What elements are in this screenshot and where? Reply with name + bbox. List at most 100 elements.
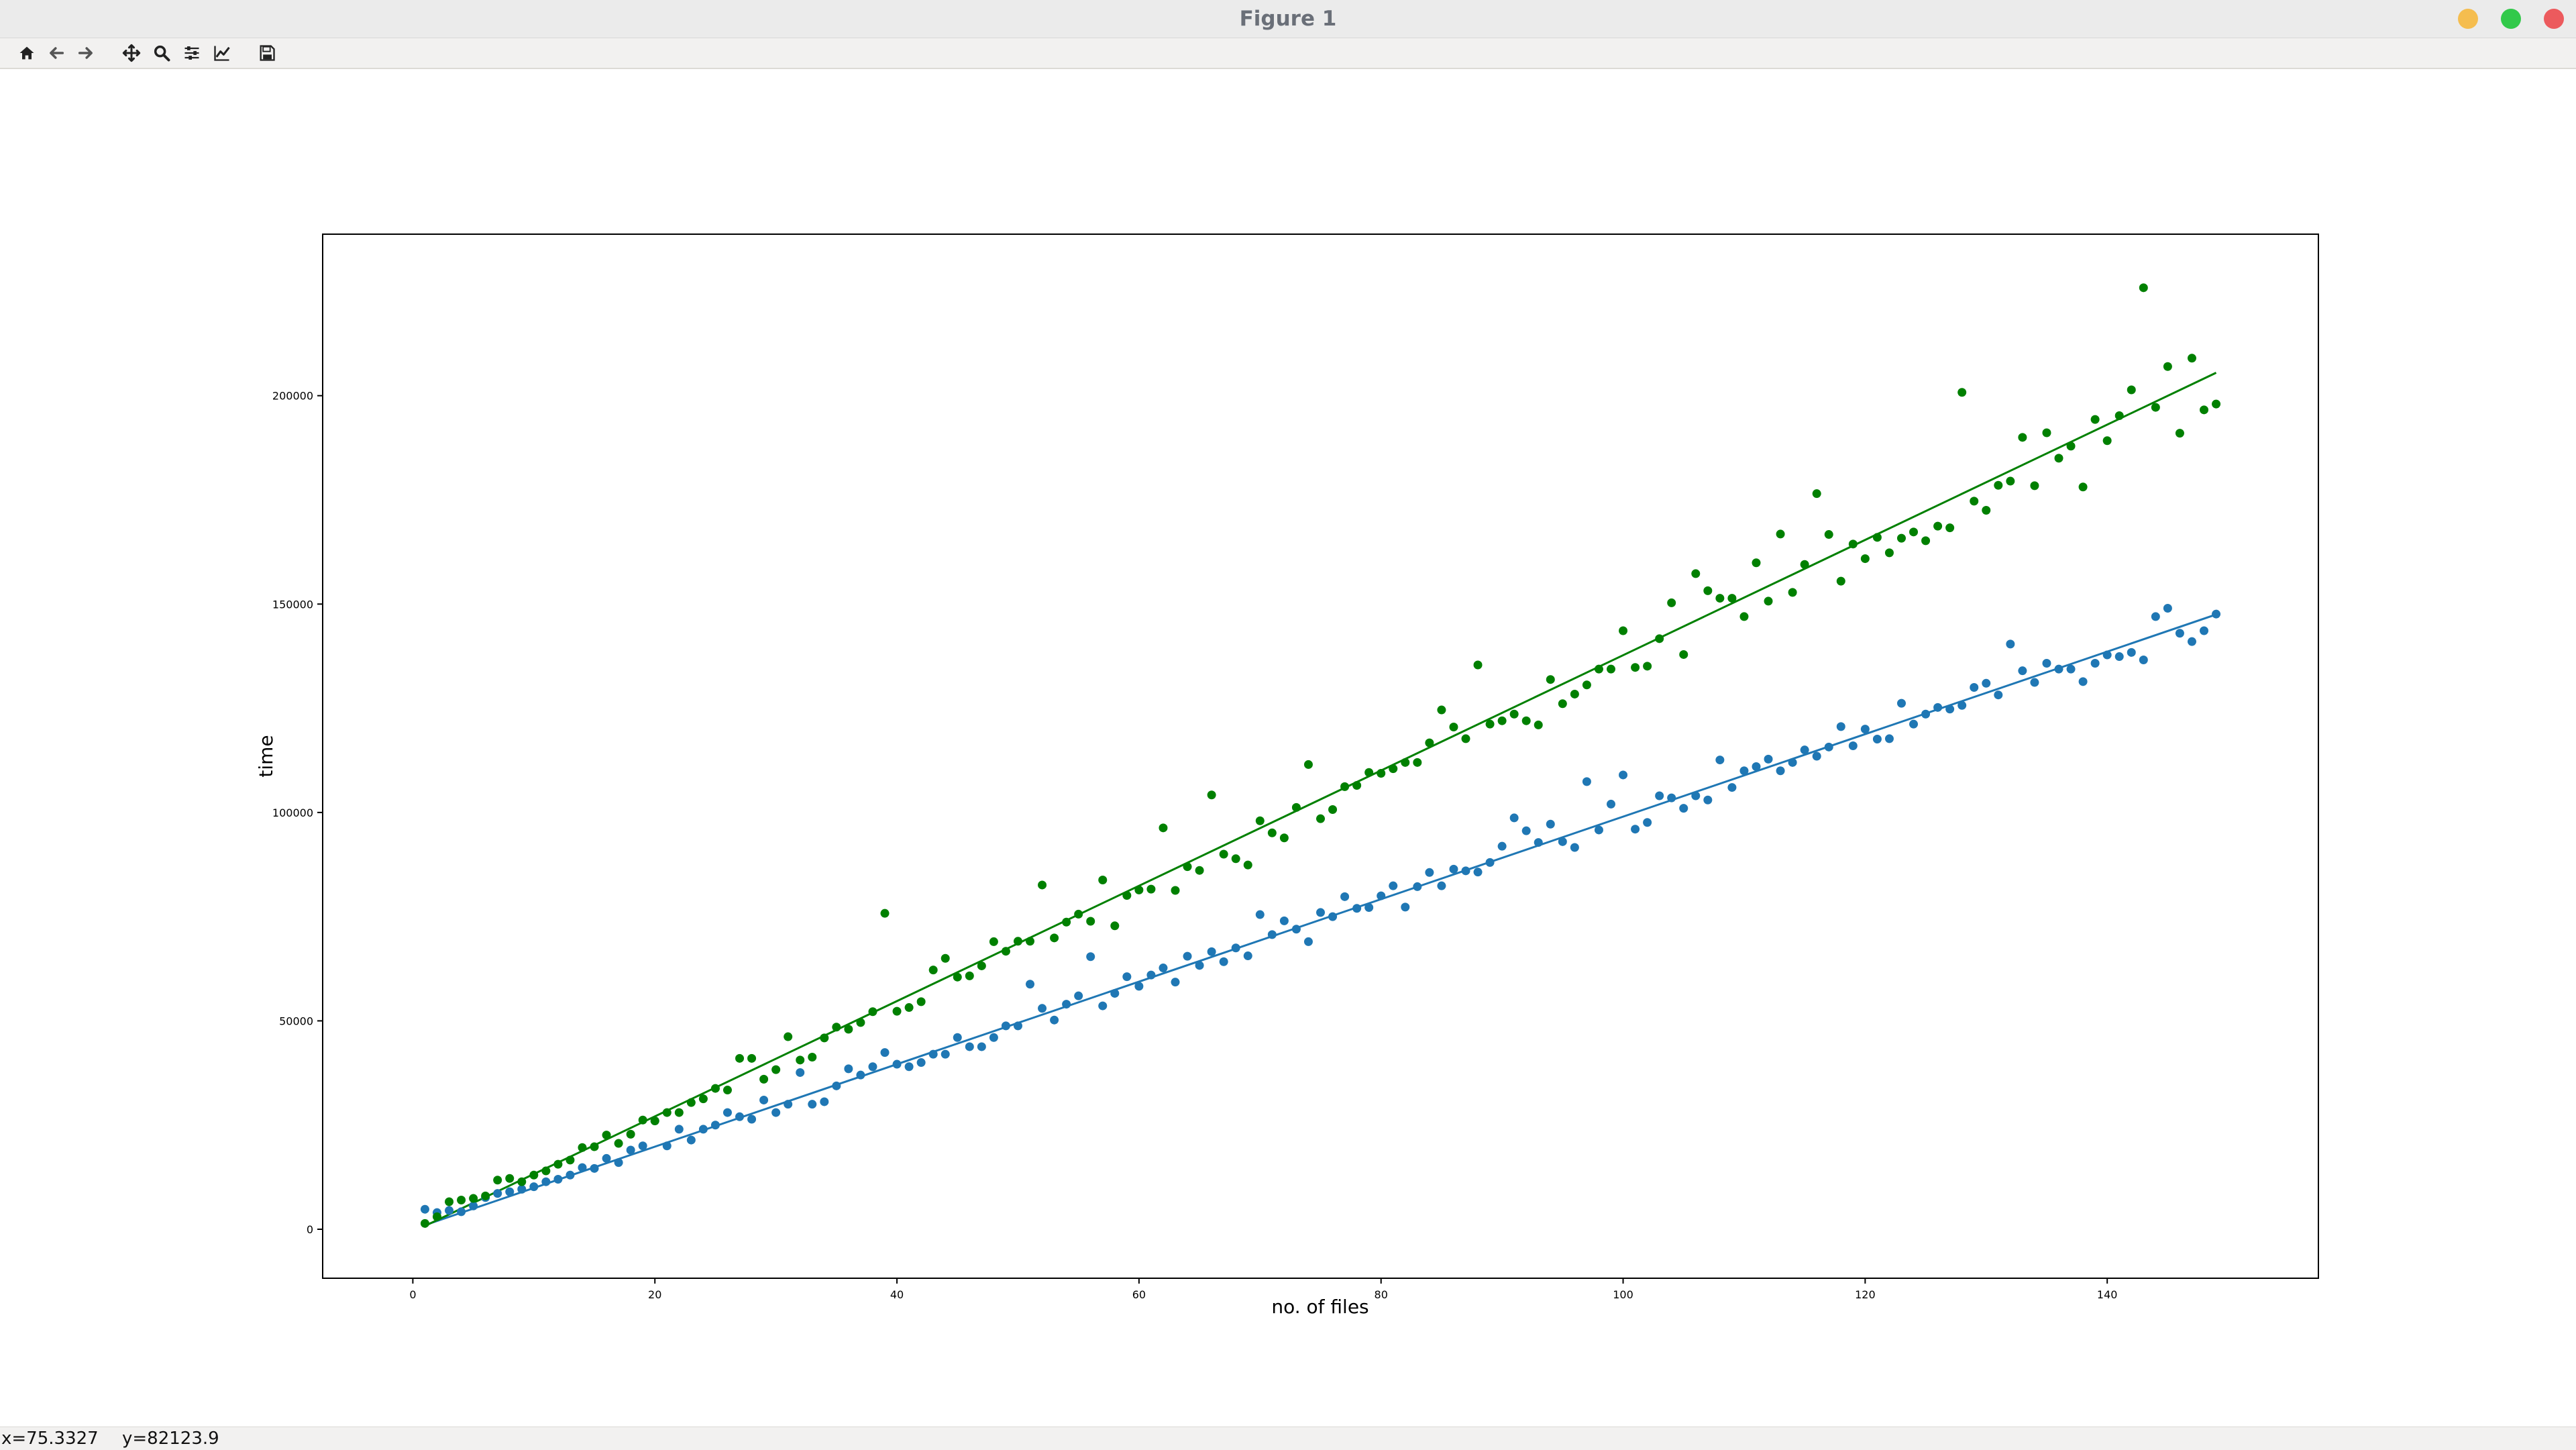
pan-button[interactable] xyxy=(119,41,144,65)
data-point-1 xyxy=(602,1131,611,1140)
data-point-0 xyxy=(2030,678,2039,687)
data-point-1 xyxy=(928,966,938,975)
data-point-0 xyxy=(1921,709,1931,719)
data-point-0 xyxy=(1546,819,1555,829)
data-point-1 xyxy=(1485,719,1495,729)
data-point-0 xyxy=(686,1135,696,1145)
data-point-0 xyxy=(1377,891,1386,900)
y-tick-label: 150000 xyxy=(272,598,313,611)
minimize-button[interactable] xyxy=(2458,9,2478,29)
data-point-1 xyxy=(2114,411,2124,421)
data-point-0 xyxy=(2151,612,2160,621)
data-point-0 xyxy=(1945,705,1955,714)
data-point-1 xyxy=(1074,909,1083,919)
data-point-1 xyxy=(747,1053,757,1063)
scatter-chart[interactable]: 0 20 40 60 80 100 120 140 0 50000 100000 150000 200… xyxy=(0,69,2576,1426)
data-point-1 xyxy=(1183,862,1192,872)
data-point-0 xyxy=(1884,734,1894,743)
data-point-0 xyxy=(965,1042,974,1051)
data-point-0 xyxy=(1425,868,1434,877)
data-point-1 xyxy=(493,1176,502,1185)
home-button[interactable] xyxy=(15,41,39,65)
data-point-1 xyxy=(2139,283,2148,293)
data-point-0 xyxy=(2175,629,2184,638)
status-y-coordinate: y=82123.9 xyxy=(122,1429,219,1449)
data-point-1 xyxy=(771,1065,781,1074)
data-point-1 xyxy=(941,953,950,963)
x-tick-label: 40 xyxy=(890,1288,904,1301)
data-point-1 xyxy=(1303,760,1313,769)
data-point-0 xyxy=(2114,652,2124,662)
data-point-0 xyxy=(1558,837,1567,846)
data-point-1 xyxy=(1848,539,1858,549)
data-point-1 xyxy=(674,1108,684,1117)
data-point-1 xyxy=(1970,497,1979,506)
edit-axis-button[interactable] xyxy=(210,41,234,65)
data-point-0 xyxy=(1788,758,1797,767)
figure-canvas[interactable]: 0 20 40 60 80 100 120 140 0 50000 100000 150000 200… xyxy=(0,69,2576,1426)
data-point-1 xyxy=(1413,758,1422,767)
back-button[interactable] xyxy=(44,41,68,65)
data-point-0 xyxy=(626,1145,635,1155)
data-point-0 xyxy=(2042,658,2051,668)
maximize-button[interactable] xyxy=(2501,9,2521,29)
data-point-1 xyxy=(868,1007,877,1017)
save-button[interactable] xyxy=(255,41,279,65)
configure-subplots-button[interactable] xyxy=(180,41,204,65)
data-point-1 xyxy=(2018,433,2027,442)
data-point-0 xyxy=(1231,943,1240,953)
data-point-1 xyxy=(1703,586,1713,595)
data-point-0 xyxy=(1776,766,1785,776)
data-point-1 xyxy=(1110,921,1120,931)
data-point-0 xyxy=(457,1207,466,1216)
data-point-0 xyxy=(1872,735,1882,744)
data-point-0 xyxy=(1739,766,1749,776)
data-point-1 xyxy=(1872,533,1882,542)
data-point-1 xyxy=(626,1129,635,1139)
zoom-button[interactable] xyxy=(150,41,174,65)
data-point-1 xyxy=(638,1115,647,1125)
data-point-0 xyxy=(602,1153,611,1163)
forward-button[interactable] xyxy=(74,41,98,65)
data-point-0 xyxy=(1183,951,1192,961)
data-point-1 xyxy=(2042,428,2051,437)
close-button[interactable] xyxy=(2544,9,2564,29)
data-point-0 xyxy=(2187,637,2196,646)
data-point-0 xyxy=(771,1108,781,1117)
data-point-1 xyxy=(1352,780,1362,790)
data-point-0 xyxy=(1594,825,1603,835)
data-point-1 xyxy=(1316,814,1325,823)
data-point-1 xyxy=(1752,558,1761,568)
data-point-1 xyxy=(1425,738,1434,747)
data-point-1 xyxy=(1896,533,1906,543)
pan-icon xyxy=(122,44,141,62)
data-point-0 xyxy=(1050,1015,1059,1025)
data-point-1 xyxy=(1255,816,1265,825)
data-point-1 xyxy=(469,1194,478,1203)
data-point-0 xyxy=(1243,951,1252,961)
data-point-1 xyxy=(698,1094,708,1104)
data-point-0 xyxy=(445,1206,454,1215)
data-point-0 xyxy=(1146,970,1156,980)
data-point-1 xyxy=(529,1170,539,1180)
data-point-1 xyxy=(662,1108,672,1117)
data-point-1 xyxy=(1679,650,1688,659)
data-point-0 xyxy=(796,1068,805,1077)
data-point-1 xyxy=(1231,854,1240,864)
data-point-1 xyxy=(1098,875,1108,884)
data-point-0 xyxy=(1219,957,1228,966)
data-point-1 xyxy=(1437,705,1446,715)
data-point-0 xyxy=(1848,741,1858,750)
data-point-0 xyxy=(662,1141,672,1151)
y-tick-label: 50000 xyxy=(279,1015,313,1027)
data-point-1 xyxy=(445,1197,454,1206)
data-point-1 xyxy=(977,961,986,970)
data-point-0 xyxy=(529,1182,539,1192)
data-point-0 xyxy=(1255,910,1265,919)
data-point-1 xyxy=(1401,758,1410,767)
data-point-1 xyxy=(650,1117,659,1126)
data-point-1 xyxy=(1038,880,1047,890)
data-point-1 xyxy=(1364,768,1374,777)
data-point-1 xyxy=(2187,354,2196,363)
y-tick-label: 100000 xyxy=(272,807,313,819)
